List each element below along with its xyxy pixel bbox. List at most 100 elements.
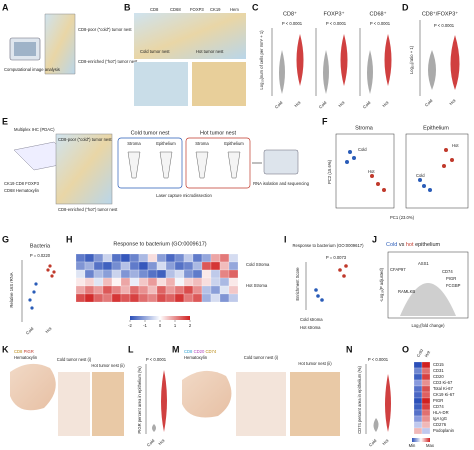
tick-label: Hot (381, 437, 390, 446)
panel-letter: A (2, 2, 9, 12)
heat-cell (120, 253, 131, 263)
heat-cell (93, 293, 104, 303)
col-label: Hot (423, 349, 431, 358)
plot-title: Bacteria (30, 243, 51, 249)
tick-label: Cold (274, 99, 284, 109)
tick-label: Hot (157, 437, 166, 446)
heat-cell (210, 293, 221, 303)
point (28, 298, 32, 302)
image (134, 62, 188, 106)
row-label: CK19 Ki-67 (433, 392, 455, 397)
point (345, 160, 349, 164)
stain-name: CD20 (194, 349, 205, 354)
panel-letter: L (128, 344, 134, 354)
heat-cell (147, 261, 158, 271)
axis-label: Log₂(fold change) (411, 323, 445, 328)
heat-cell (75, 261, 86, 271)
plot-title: Response to bacterium (GO:0009617) (293, 243, 365, 248)
tick-label: Hot (293, 99, 302, 108)
image (44, 13, 76, 75)
heat-cell (413, 373, 423, 381)
image (236, 372, 286, 436)
plot-frame (387, 251, 469, 319)
panel-letter: E (2, 116, 8, 126)
heat-cell (183, 261, 194, 271)
colorbar (412, 438, 430, 442)
point (352, 156, 356, 160)
p-value: P < 0.0001 (434, 23, 455, 28)
heat-cell (421, 415, 431, 423)
label: Cold tumor nest (140, 49, 170, 54)
violin (384, 34, 392, 86)
heat-cell (421, 397, 431, 405)
heat-cell (174, 285, 185, 295)
label: Cold tumor nest (131, 130, 170, 136)
point (348, 150, 352, 154)
heat-cell (84, 261, 95, 271)
row-label: Cold Stroma (246, 262, 270, 267)
heat-cell (192, 261, 203, 271)
label: Epithelium (156, 141, 176, 146)
label: Hot tumor nest (196, 49, 224, 54)
heat-cell (228, 277, 239, 287)
axis-label: Enrichment Score (295, 267, 300, 301)
heat-cell (413, 391, 423, 399)
heat-cell (219, 261, 230, 271)
heat-cell (138, 277, 149, 287)
heat-cell (421, 385, 431, 393)
point (32, 290, 36, 294)
panel-letter: M (172, 344, 180, 354)
p-value: P < 0.0001 (370, 21, 391, 26)
heat-cell (421, 379, 431, 387)
panel-letter: J (372, 234, 377, 244)
plot-title: CD8⁺/FOXP3⁺ (422, 10, 458, 17)
point (422, 184, 426, 188)
panel-letter: N (346, 344, 353, 354)
plot-title: Cold vs hot epithelium (386, 242, 441, 248)
plot-frame (335, 133, 395, 209)
label: RNA isolation and sequencing (253, 181, 310, 186)
tick-label: Cold (25, 325, 35, 335)
heat-cell (174, 269, 185, 279)
tissue (10, 363, 56, 411)
axis-label: -Log₁₀(P adjusted) (379, 267, 384, 302)
label: Laser capture microdissection (156, 193, 212, 198)
point (418, 178, 422, 182)
heat-cell (192, 293, 203, 303)
title-part: vs (399, 242, 405, 248)
heat-cell (120, 277, 131, 287)
colorbar-tick-label: 2 (189, 323, 192, 328)
heat-cell (102, 261, 113, 271)
image (134, 13, 246, 59)
heat-cell (84, 253, 95, 263)
label: Hot tumor nest (ii) (298, 361, 332, 366)
point (342, 274, 346, 278)
point (344, 264, 348, 268)
heat-cell (75, 269, 86, 279)
point (338, 268, 342, 272)
panel-letter: C (252, 2, 259, 12)
label: CD68 Hematoxylin (4, 188, 40, 193)
violin (296, 34, 304, 86)
legend-label: Cold (416, 173, 425, 178)
tissue (182, 370, 232, 418)
violin (340, 34, 348, 86)
panel-letter: I (284, 234, 287, 244)
legend-label: Hot (368, 169, 375, 174)
heat-cell (192, 277, 203, 287)
heat-cell (156, 261, 167, 271)
colorbar (130, 316, 190, 320)
panel-letter: B (124, 2, 131, 12)
heat-cell (165, 261, 176, 271)
heat-cell (93, 285, 104, 295)
point (30, 306, 34, 310)
heat-cell (183, 277, 194, 287)
tube (159, 151, 173, 179)
heat-cell (421, 373, 431, 381)
point (34, 282, 38, 286)
row-label: CD276 (433, 422, 447, 427)
point (450, 158, 454, 162)
row-label: Total Ki-67 (433, 386, 453, 391)
tick-label: Hot (44, 325, 53, 334)
title-part: hot (406, 242, 414, 248)
